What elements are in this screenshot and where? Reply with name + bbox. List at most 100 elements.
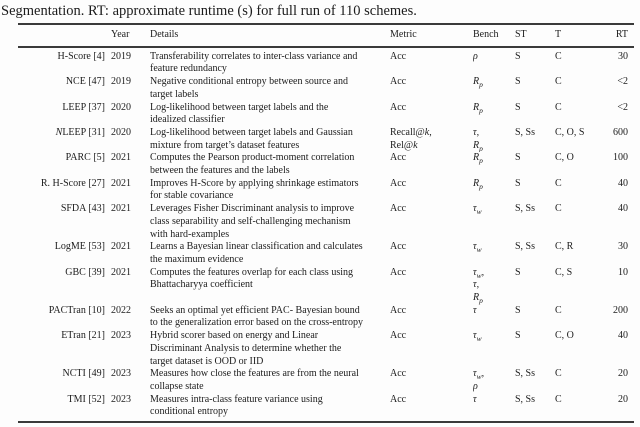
scheme-name: R. H-Score [27] [40, 177, 105, 189]
scheme-metric: Acc [390, 152, 407, 164]
scheme-runtime: 40 [618, 177, 628, 189]
header-name [18, 24, 105, 47]
scheme-name: H-Score [4] [57, 50, 105, 62]
scheme-bench: τ [473, 393, 477, 405]
scheme-source-type: S, Ss [515, 203, 536, 215]
table-caption: Segmentation. RT: approximate runtime (s… [1, 3, 417, 19]
scheme-runtime: 40 [618, 203, 628, 215]
scheme-metric: Recall@k, Rel@k [390, 126, 432, 151]
scheme-year: 2021 [111, 177, 131, 189]
scheme-source-type: S [515, 101, 521, 113]
scheme-details: Seeks an optimal yet efficient PAC- Baye… [150, 304, 363, 329]
scheme-runtime: 100 [613, 152, 628, 164]
scheme-source-type: S [515, 152, 521, 164]
transferability-schemes-table: Year Details Metric Bench ST T RT H-Scor… [18, 23, 634, 424]
scheme-task: C, S [555, 266, 573, 278]
scheme-metric: Acc [390, 50, 407, 62]
scheme-source-type: S, Ss [515, 368, 536, 380]
scheme-bench: Rp [473, 177, 483, 191]
scheme-task: C [555, 50, 562, 62]
scheme-runtime: 30 [618, 50, 628, 62]
scheme-year: 2021 [111, 152, 131, 164]
table-row: NCTI [49] 2023 Measures how close the fe… [18, 368, 634, 393]
scheme-runtime: 20 [618, 368, 628, 380]
scheme-year: 2019 [111, 76, 131, 88]
scheme-bench: ρ [473, 50, 478, 62]
scheme-bench: Rp [473, 76, 483, 90]
scheme-source-type: S [515, 76, 521, 88]
scheme-bench: τw, ρ [473, 368, 485, 392]
scheme-metric: Acc [390, 177, 407, 189]
scheme-source-type: S, Ss [515, 126, 536, 138]
scheme-metric: Acc [390, 101, 407, 113]
scheme-name: NCE [47] [65, 76, 105, 88]
table-row: LEEP [37] 2020 Log-likelihood between ta… [18, 102, 634, 127]
scheme-name: NLEEP [31] [55, 126, 105, 138]
scheme-name: PARC [5] [65, 152, 105, 164]
header-details: Details [150, 29, 179, 40]
scheme-runtime: 10 [618, 266, 628, 278]
scheme-task: C [555, 203, 562, 215]
header-bench: Bench [473, 29, 499, 40]
scheme-source-type: S [515, 330, 521, 342]
scheme-name: LEEP [37] [62, 101, 105, 113]
scheme-year: 2021 [111, 203, 131, 215]
scheme-bench: τ [473, 304, 477, 316]
table-header-row: Year Details Metric Bench ST T RT [18, 24, 634, 47]
header-t: T [555, 29, 562, 40]
table-row: LogME [53] 2021 Learns a Bayesian linear… [18, 241, 634, 266]
scheme-year: 2023 [111, 368, 131, 380]
scheme-metric: Acc [390, 330, 407, 342]
scheme-source-type: S [515, 266, 521, 278]
scheme-details: Measures intra-class feature variance us… [150, 393, 323, 418]
scheme-name: ETran [21] [61, 330, 105, 342]
scheme-name: TMI [52] [67, 393, 106, 405]
scheme-details: Measures how close the features are from… [150, 368, 359, 392]
scheme-metric: Acc [390, 393, 407, 405]
scheme-year: 2021 [111, 241, 131, 253]
scheme-source-type: S [515, 177, 521, 189]
scheme-bench: τ, Rp [473, 126, 483, 153]
scheme-name: PACTran [10] [48, 304, 105, 316]
scheme-bench: τw [473, 330, 482, 344]
table-row: SFDA [43] 2021 Leverages Fisher Discrimi… [18, 203, 634, 241]
scheme-details: Negative conditional entropy between sou… [150, 76, 348, 100]
scheme-task: C [555, 368, 562, 380]
scheme-bench: τw [473, 241, 482, 255]
scheme-details: Learns a Bayesian linear classification … [150, 241, 363, 265]
scheme-year: 2022 [111, 304, 131, 316]
header-metric: Metric [390, 29, 417, 40]
scheme-name: GBC [39] [65, 266, 105, 278]
table-row: PARC [5] 2021 Computes the Pearson produ… [18, 152, 634, 177]
scheme-metric: Acc [390, 76, 407, 88]
scheme-details: Computes the features overlap for each c… [150, 266, 353, 291]
scheme-task: C [555, 393, 562, 405]
scheme-task: C, R [555, 241, 574, 253]
scheme-details: Improves H-Score by applying shrinkage e… [150, 177, 359, 202]
scheme-runtime: 20 [618, 393, 628, 405]
header-st: ST [515, 29, 527, 40]
scheme-source-type: S, Ss [515, 393, 536, 405]
scheme-task: C, O [555, 152, 574, 164]
scheme-year: 2020 [111, 126, 131, 138]
scheme-runtime: 600 [613, 126, 628, 138]
table-row: NLEEP [31] 2020 Log-likelihood between t… [18, 127, 634, 152]
scheme-metric: Acc [390, 368, 407, 380]
table-row: NCE [47] 2019 Negative conditional entro… [18, 76, 634, 101]
scheme-year: 2021 [111, 266, 131, 278]
scheme-name: NCTI [49] [62, 368, 106, 380]
table-row: GBC [39] 2021 Computes the features over… [18, 267, 634, 305]
scheme-task: C [555, 177, 562, 189]
scheme-year: 2023 [111, 393, 131, 405]
scheme-task: C [555, 101, 562, 113]
scheme-bench: τw [473, 203, 482, 217]
scheme-details: Log-likelihood between target labels and… [150, 101, 329, 126]
scheme-details: Computes the Pearson product-moment corr… [150, 152, 355, 177]
scheme-task: C [555, 76, 562, 88]
scheme-year: 2019 [111, 50, 131, 62]
scheme-runtime: 40 [618, 330, 628, 342]
table-row: R. H-Score [27] 2021 Improves H-Score by… [18, 178, 634, 203]
scheme-metric: Acc [390, 304, 407, 316]
scheme-bench: Rp [473, 101, 483, 115]
